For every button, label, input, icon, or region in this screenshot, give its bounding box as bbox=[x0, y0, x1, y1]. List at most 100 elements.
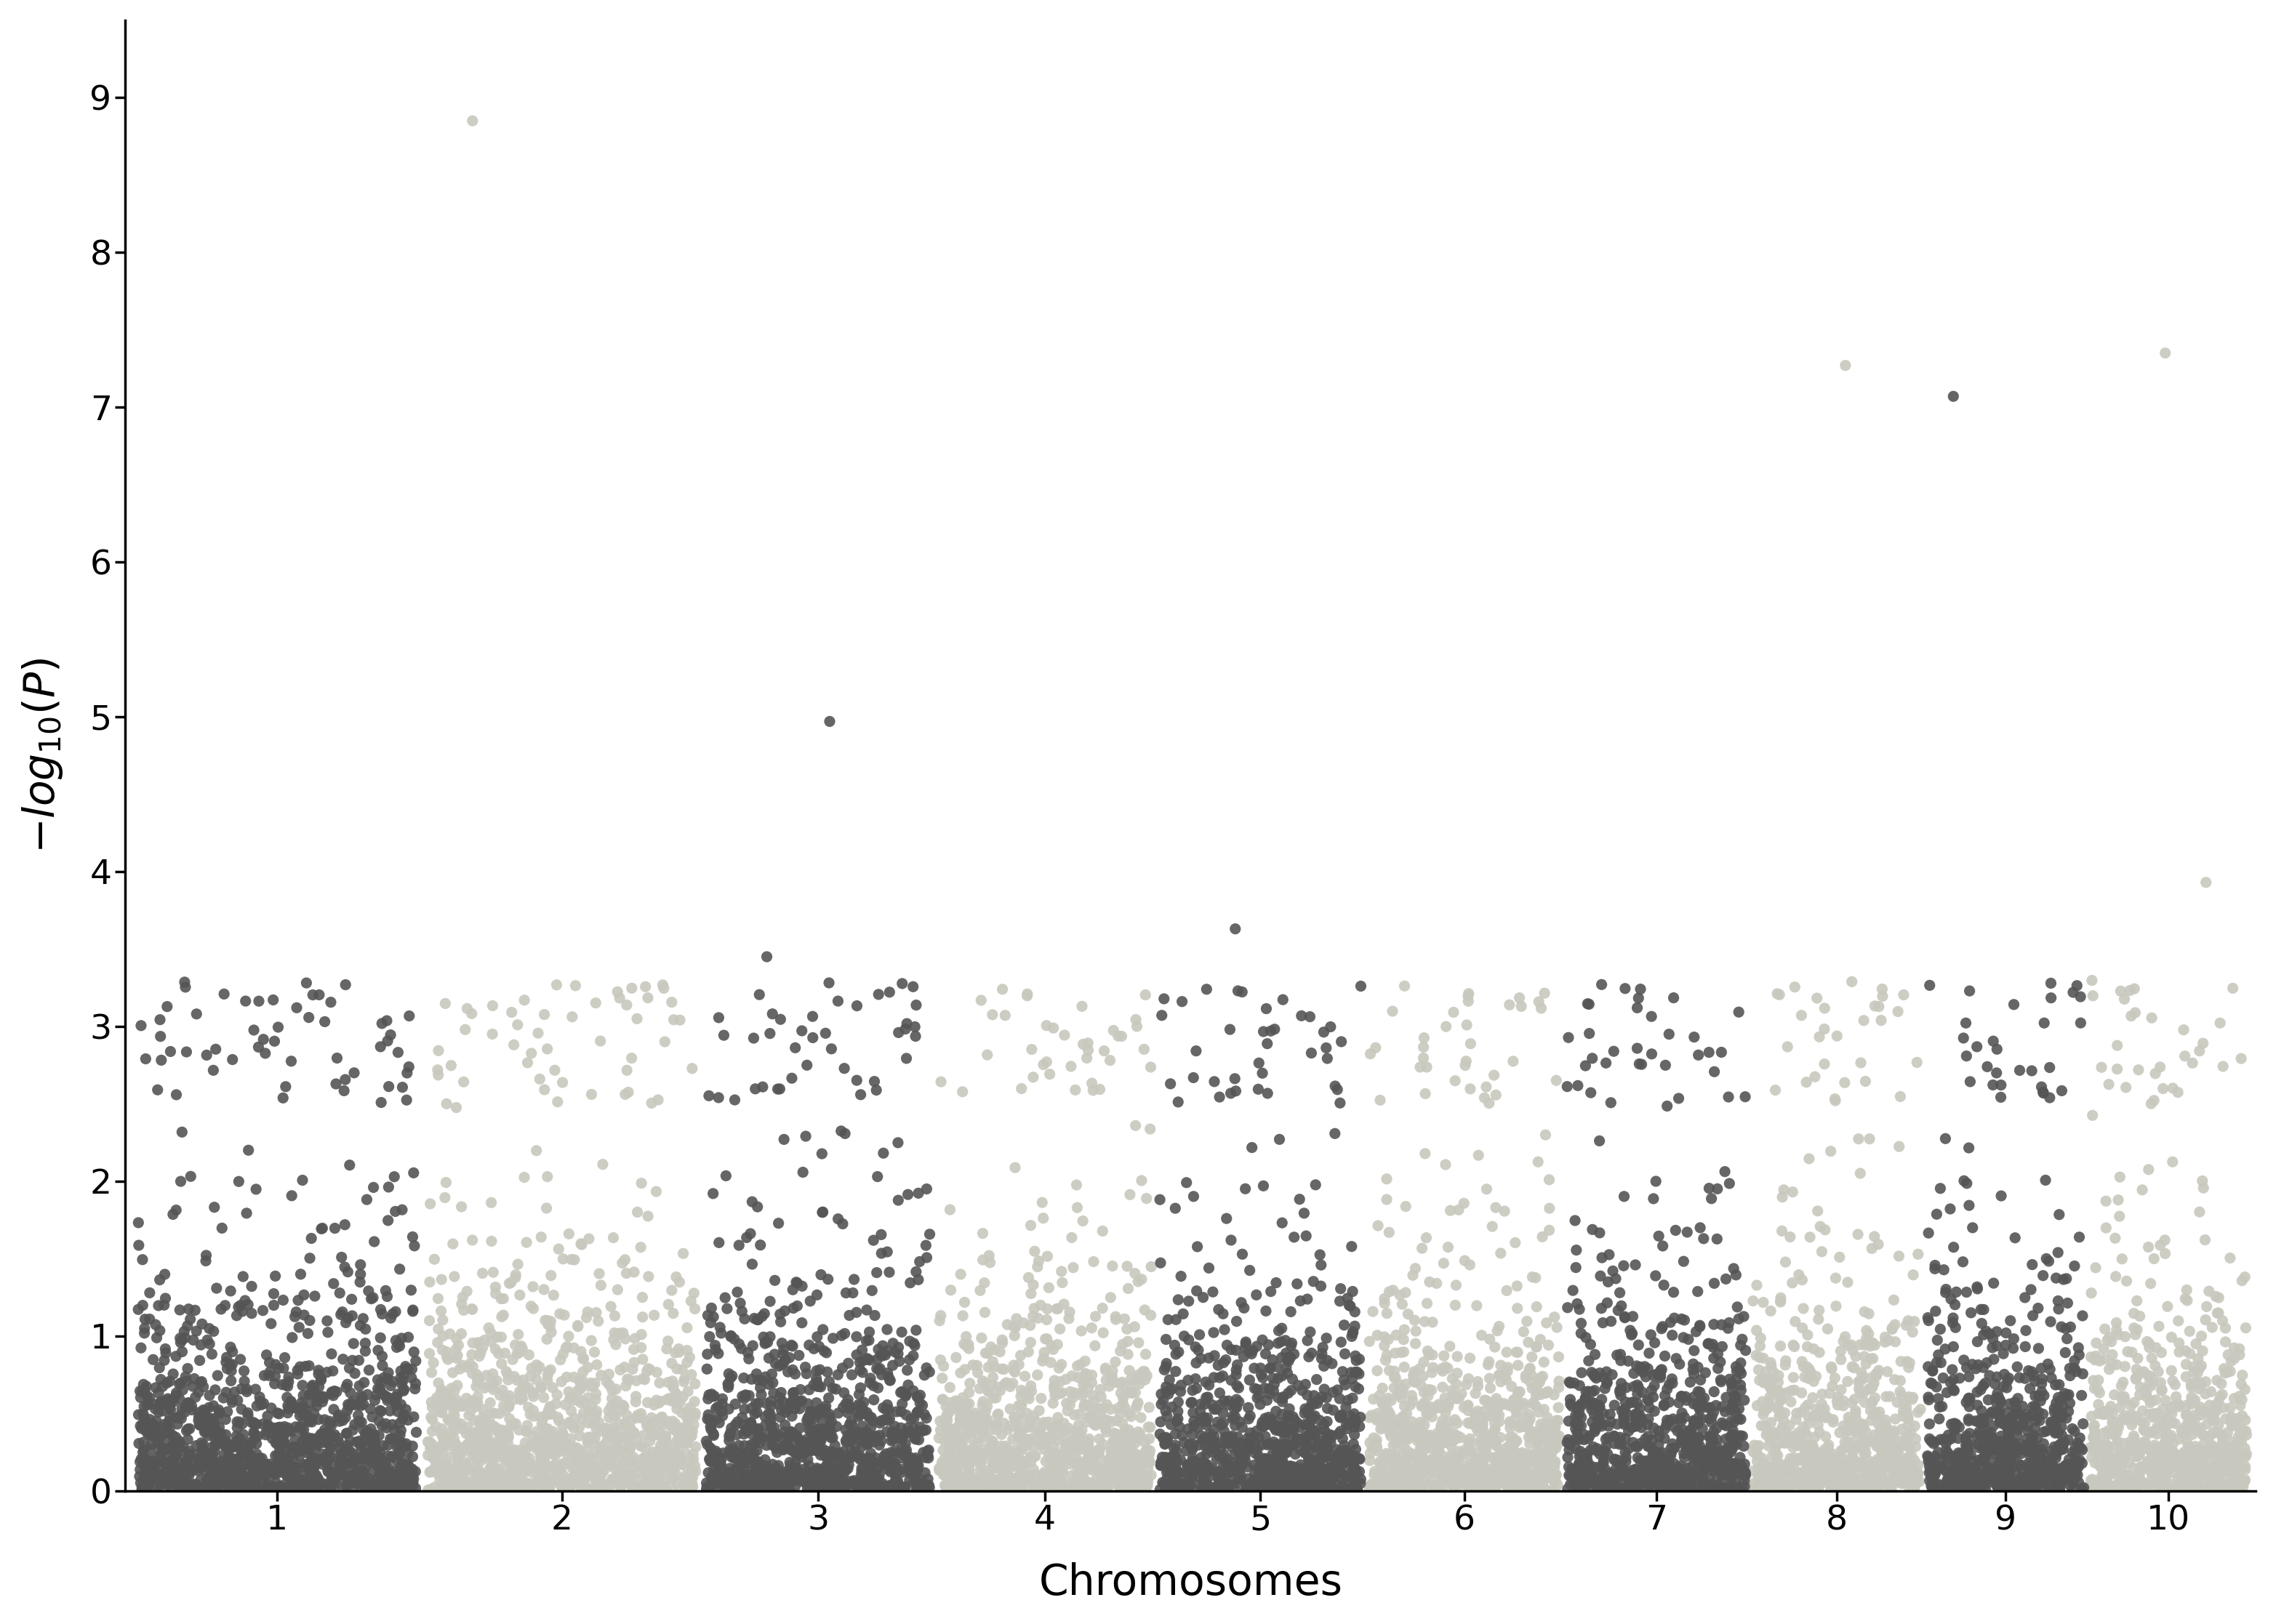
Point bbox=[881, 1473, 917, 1499]
Point bbox=[662, 1007, 699, 1033]
Point bbox=[1336, 1447, 1372, 1473]
Point bbox=[1593, 1473, 1630, 1499]
Point bbox=[569, 1299, 605, 1325]
Point bbox=[965, 1410, 1001, 1436]
Point bbox=[842, 1442, 879, 1468]
Point bbox=[1900, 1468, 1937, 1494]
Point bbox=[241, 1034, 278, 1060]
Point bbox=[833, 1427, 869, 1453]
Point bbox=[765, 1350, 801, 1376]
Point bbox=[1473, 1424, 1509, 1450]
Point bbox=[1420, 1436, 1457, 1462]
Point bbox=[1696, 1419, 1732, 1445]
Point bbox=[1411, 1434, 1448, 1460]
Point bbox=[1955, 1475, 1992, 1501]
Point bbox=[2037, 1413, 2073, 1439]
Point bbox=[1165, 1429, 1202, 1455]
Point bbox=[1029, 1325, 1065, 1351]
Point bbox=[874, 1427, 910, 1453]
Point bbox=[1846, 1415, 1882, 1440]
Point bbox=[1006, 1449, 1042, 1475]
Point bbox=[1088, 1406, 1124, 1432]
Point bbox=[1386, 1317, 1422, 1343]
Point bbox=[2164, 1476, 2201, 1502]
Point bbox=[1407, 1421, 1443, 1447]
Point bbox=[1438, 1371, 1475, 1397]
Point bbox=[423, 1379, 460, 1405]
Point bbox=[651, 1447, 687, 1473]
Point bbox=[1650, 1447, 1687, 1473]
Point bbox=[2098, 1317, 2135, 1343]
Point bbox=[1750, 1458, 1787, 1484]
Point bbox=[2114, 1423, 2151, 1449]
Point bbox=[439, 1439, 476, 1465]
Point bbox=[530, 1453, 567, 1479]
Point bbox=[1866, 1328, 1903, 1354]
Point bbox=[539, 1429, 576, 1455]
Point bbox=[1259, 1460, 1295, 1486]
Point bbox=[658, 1411, 694, 1437]
Point bbox=[747, 1460, 783, 1486]
Point bbox=[526, 1424, 562, 1450]
Point bbox=[2096, 1423, 2133, 1449]
Point bbox=[1648, 1406, 1684, 1432]
Point bbox=[323, 1440, 360, 1466]
Point bbox=[1837, 1398, 1873, 1424]
Point bbox=[808, 1397, 844, 1423]
Point bbox=[578, 1380, 615, 1406]
Point bbox=[947, 1356, 983, 1382]
Point bbox=[307, 1427, 344, 1453]
Point bbox=[171, 1440, 207, 1466]
Point bbox=[1234, 1434, 1270, 1460]
Point bbox=[2126, 1429, 2162, 1455]
Point bbox=[1564, 1463, 1600, 1489]
Point bbox=[813, 1475, 849, 1501]
Point bbox=[1787, 1473, 1823, 1499]
Point bbox=[1149, 1351, 1186, 1377]
Point bbox=[1602, 1450, 1639, 1476]
Point bbox=[1869, 1442, 1905, 1468]
Point bbox=[954, 1419, 990, 1445]
Point bbox=[1418, 1393, 1454, 1419]
Point bbox=[1067, 1363, 1104, 1389]
Point bbox=[132, 1306, 168, 1332]
Point bbox=[2190, 1411, 2226, 1437]
Point bbox=[2185, 1174, 2221, 1200]
Point bbox=[1092, 1047, 1129, 1073]
Point bbox=[1247, 996, 1284, 1021]
Point bbox=[1058, 1424, 1095, 1450]
Point bbox=[1158, 1457, 1195, 1483]
Point bbox=[706, 1471, 742, 1497]
Point bbox=[981, 1449, 1017, 1475]
Point bbox=[1687, 1226, 1723, 1252]
Point bbox=[241, 1463, 278, 1489]
Point bbox=[2080, 1380, 2117, 1406]
Point bbox=[935, 1395, 972, 1421]
Point bbox=[1873, 1315, 1910, 1341]
Point bbox=[1247, 1473, 1284, 1499]
Point bbox=[1814, 1410, 1850, 1436]
Point bbox=[1718, 1358, 1755, 1384]
Point bbox=[1040, 1354, 1077, 1380]
Point bbox=[1011, 1426, 1047, 1452]
Point bbox=[1787, 1436, 1823, 1462]
Point bbox=[125, 1402, 162, 1427]
Point bbox=[2060, 1341, 2096, 1367]
Point bbox=[769, 1432, 806, 1458]
Point bbox=[2105, 1387, 2142, 1413]
Point bbox=[735, 1025, 772, 1051]
Point bbox=[1878, 1470, 1914, 1496]
Point bbox=[594, 1466, 630, 1492]
Point bbox=[655, 1408, 692, 1434]
Point bbox=[273, 1457, 310, 1483]
Point bbox=[264, 1476, 300, 1502]
Point bbox=[1229, 1395, 1265, 1421]
Point bbox=[787, 1354, 824, 1380]
Point bbox=[865, 1343, 901, 1369]
Point bbox=[228, 1440, 264, 1466]
Point bbox=[824, 1460, 860, 1486]
Point bbox=[348, 1442, 385, 1468]
Point bbox=[476, 1445, 512, 1471]
Point bbox=[562, 1437, 599, 1463]
Point bbox=[1630, 1389, 1666, 1415]
